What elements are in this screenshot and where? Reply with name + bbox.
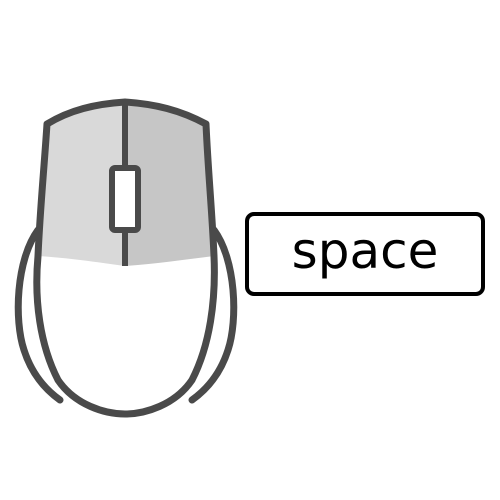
- mouse-right-button: [125, 102, 214, 266]
- mouse-right-grip: [188, 226, 238, 404]
- mouse-left-button: [38, 102, 125, 266]
- mouse-icon: [14, 98, 238, 418]
- key-label: space: [291, 222, 439, 280]
- mouse-left-grip: [14, 226, 64, 404]
- mouse-body-outline: [33, 98, 218, 418]
- key-badge: space: [245, 212, 485, 296]
- mouse-scroll-wheel: [109, 165, 141, 233]
